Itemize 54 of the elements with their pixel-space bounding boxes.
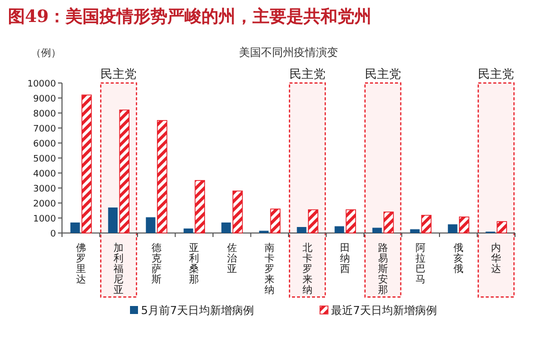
y-tick-label: 5000: [33, 154, 56, 164]
bar: [308, 209, 318, 234]
bar: [81, 94, 92, 234]
title: 图49：美国疫情形势严峻的州，主要是共和党州: [8, 7, 372, 27]
bar: [448, 224, 458, 233]
subtitle: 美国不同州疫情演变: [239, 46, 338, 59]
bar: [421, 214, 432, 234]
bar: [296, 227, 306, 233]
xtick: 北卡罗来纳: [302, 243, 312, 296]
y-tick-label: 4000: [33, 170, 56, 180]
y-tick-label: 6000: [33, 140, 56, 150]
xtick: 俄亥俄: [453, 243, 464, 275]
band-label: 民主党: [478, 67, 514, 81]
bar: [410, 229, 420, 233]
y-tick-label: 10000: [27, 80, 56, 90]
xtick: 佛罗里达: [76, 243, 86, 286]
band-label: 民主党: [364, 67, 401, 81]
bar: [194, 180, 206, 234]
bar: [346, 209, 356, 234]
bar: [70, 222, 80, 233]
bar: [232, 190, 243, 234]
xtick: 德克萨斯: [151, 243, 162, 286]
bar: [383, 212, 394, 234]
bar: [119, 110, 130, 234]
bar: [184, 228, 194, 233]
xtick: 佐治亚: [226, 243, 237, 275]
y-tick-label: 9000: [33, 94, 56, 104]
xtick: 内华达: [491, 243, 502, 275]
bar: [270, 208, 281, 234]
bar: [334, 226, 344, 233]
legend-label: 5月前7天日均新增病例: [141, 304, 254, 317]
bar: [108, 208, 118, 233]
y-tick-label: 3000: [33, 184, 56, 194]
xtick: 路易斯安那: [378, 243, 388, 296]
y-tick-label: 0: [50, 230, 56, 240]
y-tick-label: 2000: [33, 200, 56, 210]
bar: [372, 228, 382, 233]
bar: [156, 120, 168, 234]
legend-label: 最近7天日均新增病例: [331, 304, 437, 317]
bar: [496, 221, 508, 234]
bar: [458, 216, 470, 234]
bar: [221, 222, 231, 233]
ylabel: （例）: [31, 48, 61, 59]
xtick: 南卡罗来纳: [264, 243, 275, 296]
xtick: 加利福尼亚: [114, 243, 124, 296]
y-tick-label: 1000: [33, 214, 56, 224]
bar: [146, 217, 156, 233]
xtick: 亚利桑那: [189, 243, 200, 286]
xtick: 阿拉巴马: [416, 243, 426, 286]
band-label: 民主党: [289, 67, 326, 81]
band-label: 民主党: [100, 67, 137, 81]
y-tick-label: 7000: [33, 124, 56, 134]
xtick: 田纳西: [340, 243, 350, 275]
y-tick-label: 8000: [33, 110, 56, 120]
